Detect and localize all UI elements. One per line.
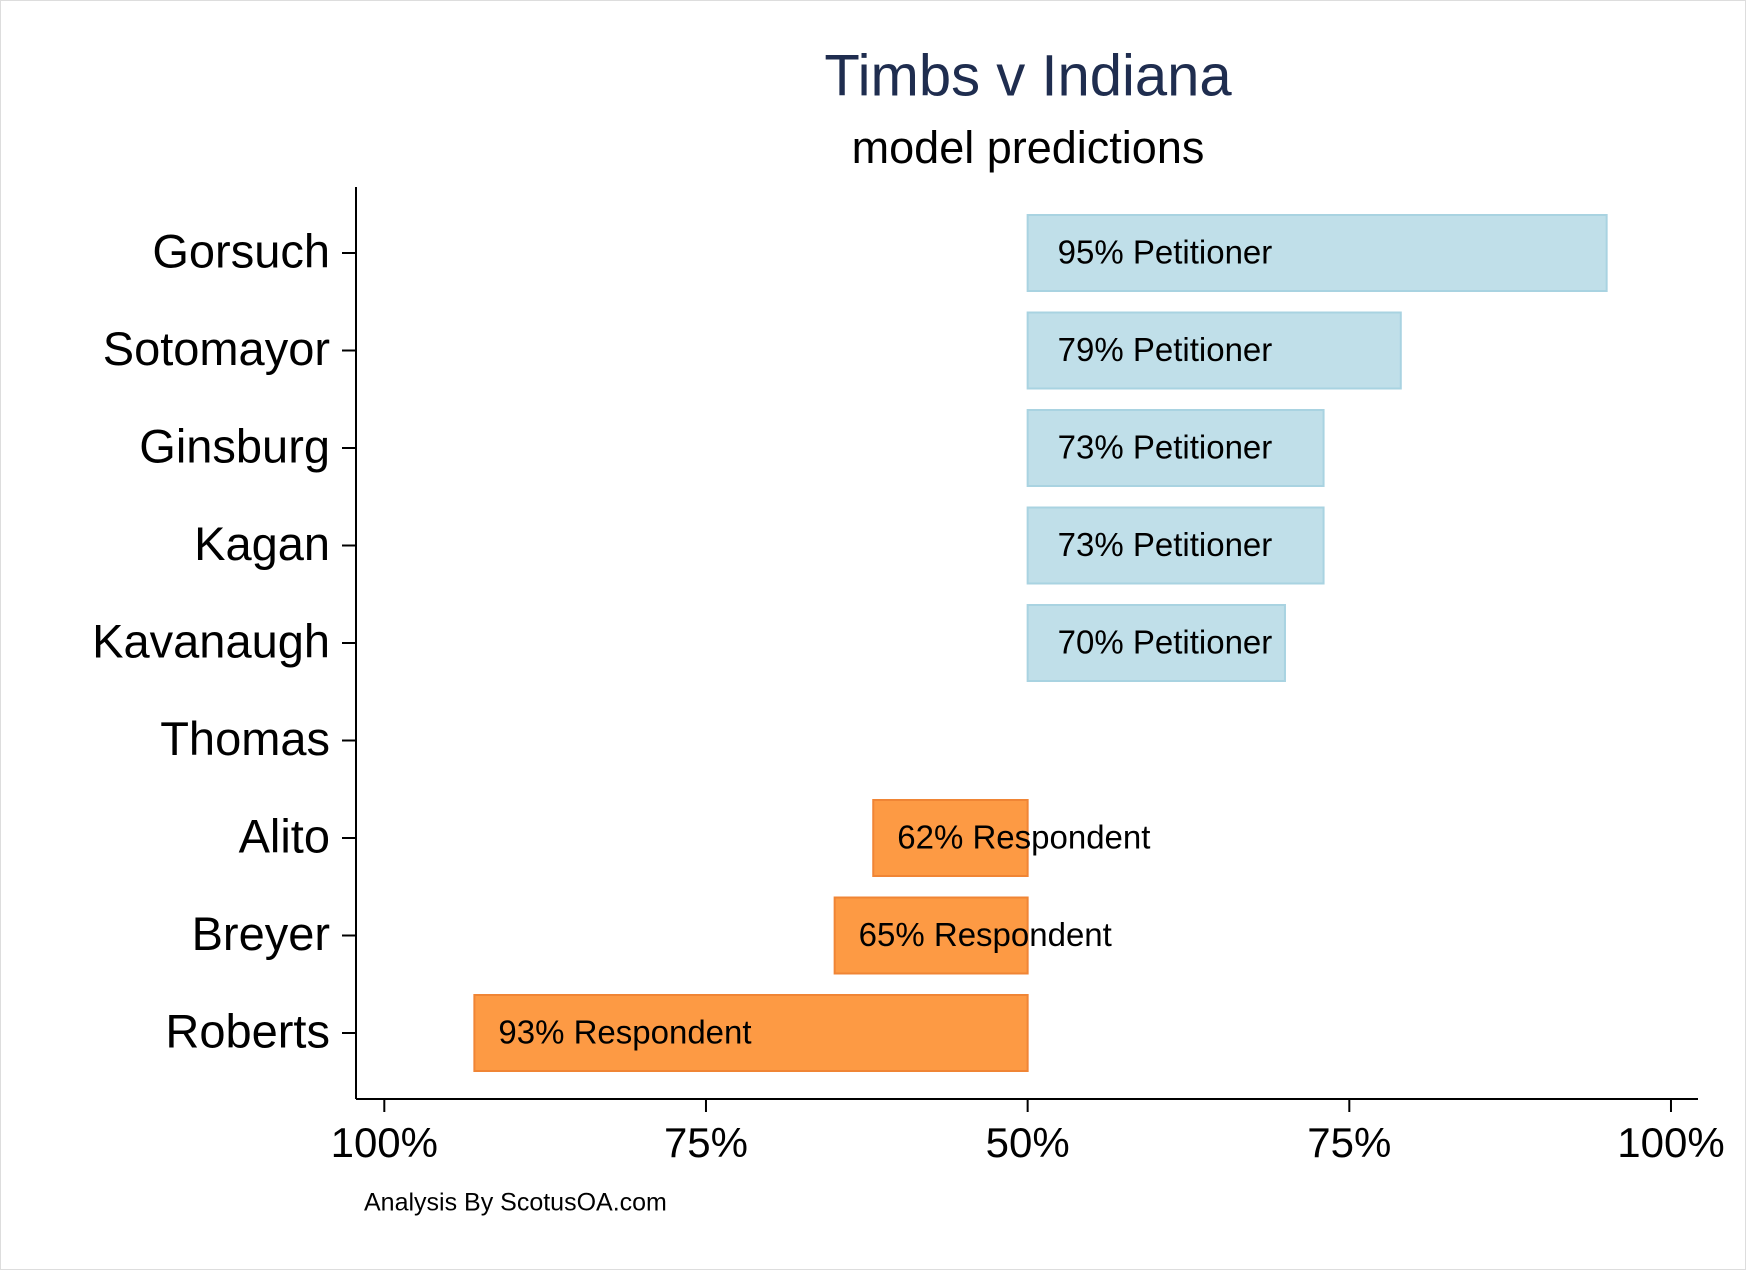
y-tick-label: Sotomayor — [103, 322, 330, 375]
bar — [1026, 506, 1325, 585]
y-tick-label: Breyer — [192, 907, 330, 960]
y-tick-label: Thomas — [160, 712, 330, 765]
bar — [1026, 214, 1608, 292]
bar-label: 62% Respondent — [897, 819, 1150, 856]
chart-title: Timbs v Indiana — [824, 43, 1232, 108]
x-tick-label: 50% — [986, 1119, 1070, 1166]
bar-label: 95% Petitioner — [1058, 234, 1273, 271]
bar-label: 73% Petitioner — [1058, 429, 1273, 466]
y-tick-label: Kavanaugh — [92, 614, 330, 667]
x-tick-label: 75% — [664, 1119, 748, 1166]
y-tick-label: Ginsburg — [139, 419, 330, 472]
bar-label: 73% Petitioner — [1058, 526, 1273, 563]
y-tick-label: Kagan — [194, 517, 330, 570]
bar-label: 70% Petitioner — [1058, 624, 1273, 661]
x-tick-label: 100% — [331, 1119, 438, 1166]
bar — [473, 994, 1029, 1072]
y-tick-label: Gorsuch — [152, 224, 330, 277]
y-tick-label: Alito — [239, 809, 330, 862]
bar — [1026, 311, 1402, 390]
bar-label: 79% Petitioner — [1058, 331, 1273, 368]
bar-label: 65% Respondent — [859, 916, 1112, 953]
bar — [1026, 409, 1325, 487]
y-tick-label: Roberts — [165, 1004, 330, 1057]
x-tick-label: 75% — [1307, 1119, 1391, 1166]
bar — [1026, 604, 1286, 682]
bar-label: 93% Respondent — [498, 1014, 751, 1051]
footer: Analysis By ScotusOA.com — [364, 1189, 667, 1217]
bar — [833, 896, 1029, 975]
chart-subtitle: model predictions — [852, 122, 1205, 173]
bar — [872, 799, 1029, 877]
x-tick-label: 100% — [1617, 1119, 1724, 1166]
